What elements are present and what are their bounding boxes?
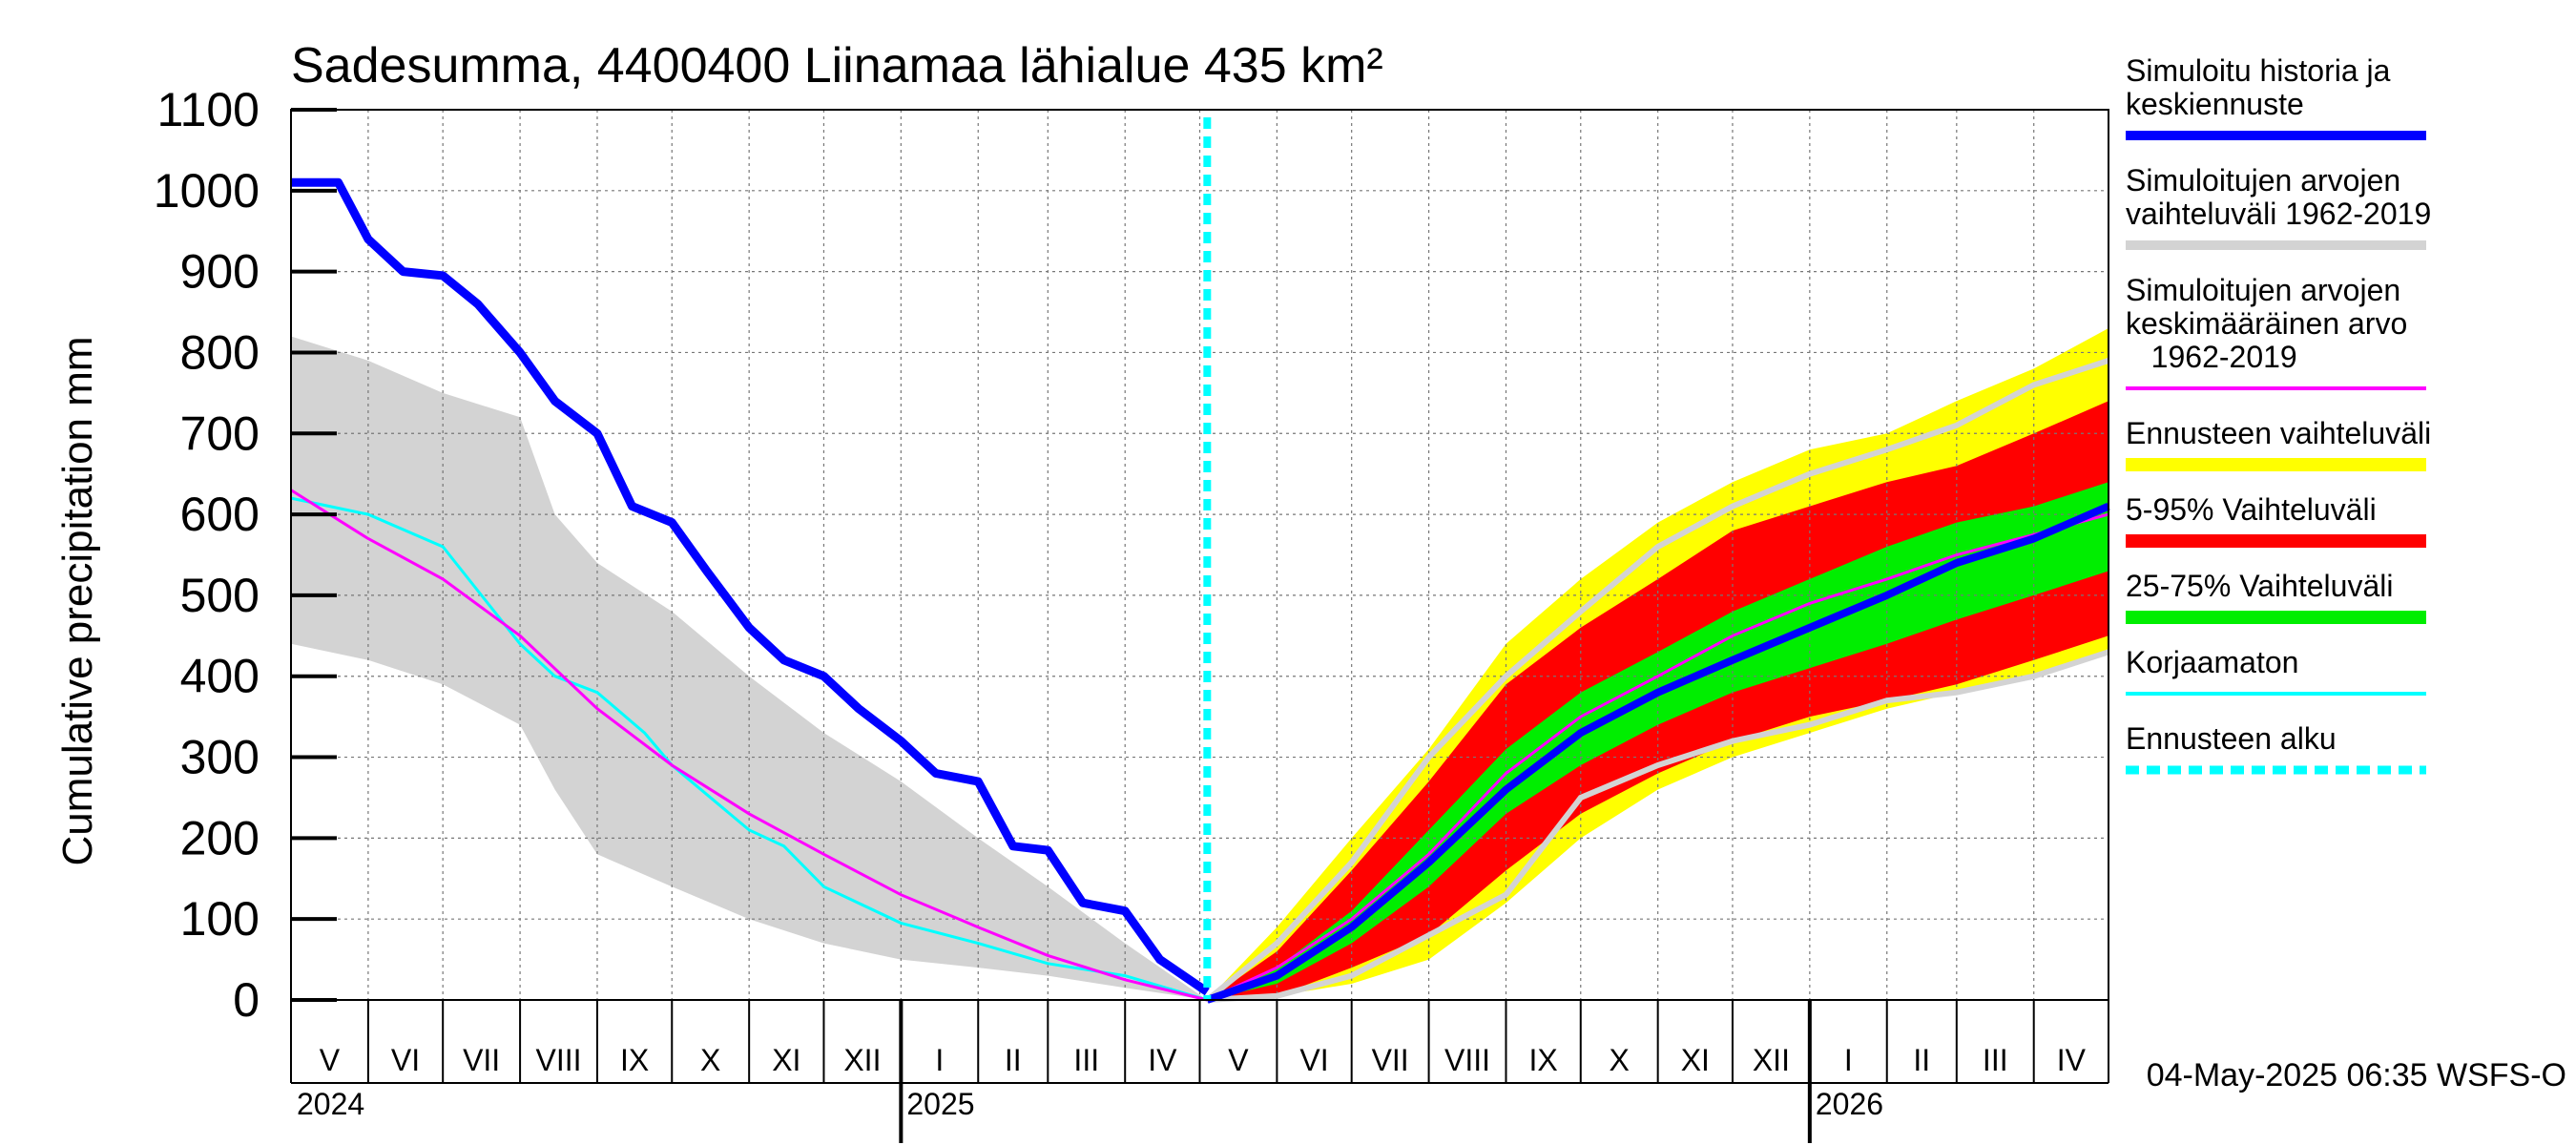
legend-item: Ennusteen alku (2126, 721, 2426, 775)
month-label: IV (2057, 1043, 2087, 1077)
month-label: VIII (1444, 1043, 1490, 1077)
month-label: VII (463, 1043, 500, 1077)
legend-item: Korjaamaton (2126, 645, 2426, 696)
climate-lower-line (1207, 649, 2109, 1003)
month-label: V (1228, 1043, 1249, 1077)
month-label: II (1913, 1043, 1930, 1077)
simulated-history-line (291, 177, 1210, 996)
legend-label: keskimääräinen arvo (2126, 306, 2407, 341)
legend-label: Simuloitujen arvojen (2126, 273, 2400, 307)
y-tick-label: 500 (180, 569, 260, 622)
legend-label: Korjaamaton (2126, 645, 2298, 679)
y-tick-label: 100 (180, 892, 260, 946)
y-tick-label: 700 (180, 406, 260, 460)
y-tick-label: 200 (180, 811, 260, 864)
month-label: I (935, 1043, 944, 1077)
legend-item: 5-95% Vaihteluväli (2126, 492, 2426, 548)
month-label: X (700, 1043, 720, 1077)
y-tick-label: 900 (180, 245, 260, 299)
month-label: I (1844, 1043, 1853, 1077)
legend-label: 5-95% Vaihteluväli (2126, 492, 2377, 527)
y-tick-label: 600 (180, 488, 260, 541)
month-label: IV (1148, 1043, 1177, 1077)
forecast-25-75-band (1207, 482, 2109, 1000)
legend-label: Ennusteen alku (2126, 721, 2337, 756)
legend-label: Simuloitujen arvojen (2126, 163, 2400, 198)
month-label: II (1005, 1043, 1022, 1077)
legend-label: vaihteluväli 1962-2019 (2126, 197, 2431, 231)
y-tick-label: 1100 (156, 83, 260, 136)
legend-item: Ennusteen vaihteluväli (2126, 416, 2431, 471)
month-label: IX (620, 1043, 649, 1077)
history-mean-line (290, 489, 1208, 1002)
legend: Simuloitu historia jakeskiennusteSimuloi… (2126, 53, 2431, 775)
month-label: III (1983, 1043, 2008, 1077)
month-label: V (320, 1043, 341, 1077)
history-range-band (291, 336, 1208, 1000)
footer-timestamp: 04-May-2025 06:35 WSFS-O (2147, 1057, 2566, 1093)
legend-label: 25-75% Vaihteluväli (2126, 569, 2393, 603)
legend-label: keskiennuste (2126, 87, 2304, 121)
y-tick-label: 400 (180, 650, 260, 703)
month-label: XI (1681, 1043, 1710, 1077)
month-label: XII (1753, 1043, 1790, 1077)
month-label: XI (772, 1043, 800, 1077)
month-label: VII (1372, 1043, 1409, 1077)
legend-label: 1962-2019 (2126, 340, 2297, 374)
legend-label: Simuloitu historia ja (2126, 53, 2391, 88)
month-label: XII (843, 1043, 881, 1077)
y-tick-label: 300 (180, 731, 260, 784)
forecast-mean-line (1206, 512, 2109, 1002)
month-label: VIII (536, 1043, 582, 1077)
forecast-median-line (1205, 502, 2110, 1004)
year-label: 2025 (906, 1087, 974, 1121)
month-label: X (1610, 1043, 1630, 1077)
month-label: VI (391, 1043, 420, 1077)
legend-item: 25-75% Vaihteluväli (2126, 569, 2426, 624)
y-tick-label: 0 (233, 973, 260, 1027)
year-label: 2026 (1816, 1087, 1883, 1121)
month-label: VI (1299, 1043, 1328, 1077)
month-label: III (1073, 1043, 1099, 1077)
uncorrected-line (290, 496, 1208, 1002)
y-tick-label: 800 (180, 325, 260, 379)
lines-layer (290, 117, 2110, 1004)
year-label: 2024 (297, 1087, 364, 1121)
legend-label: Ennusteen vaihteluväli (2126, 416, 2431, 450)
month-label: IX (1529, 1043, 1558, 1077)
y-axis-label: Cumulative precipitation mm (54, 336, 101, 865)
climate-upper-line (1205, 358, 2109, 1003)
chart-title: Sadesumma, 4400400 Liinamaa lähialue 435… (291, 38, 1383, 94)
y-tick-label: 1000 (154, 164, 260, 218)
